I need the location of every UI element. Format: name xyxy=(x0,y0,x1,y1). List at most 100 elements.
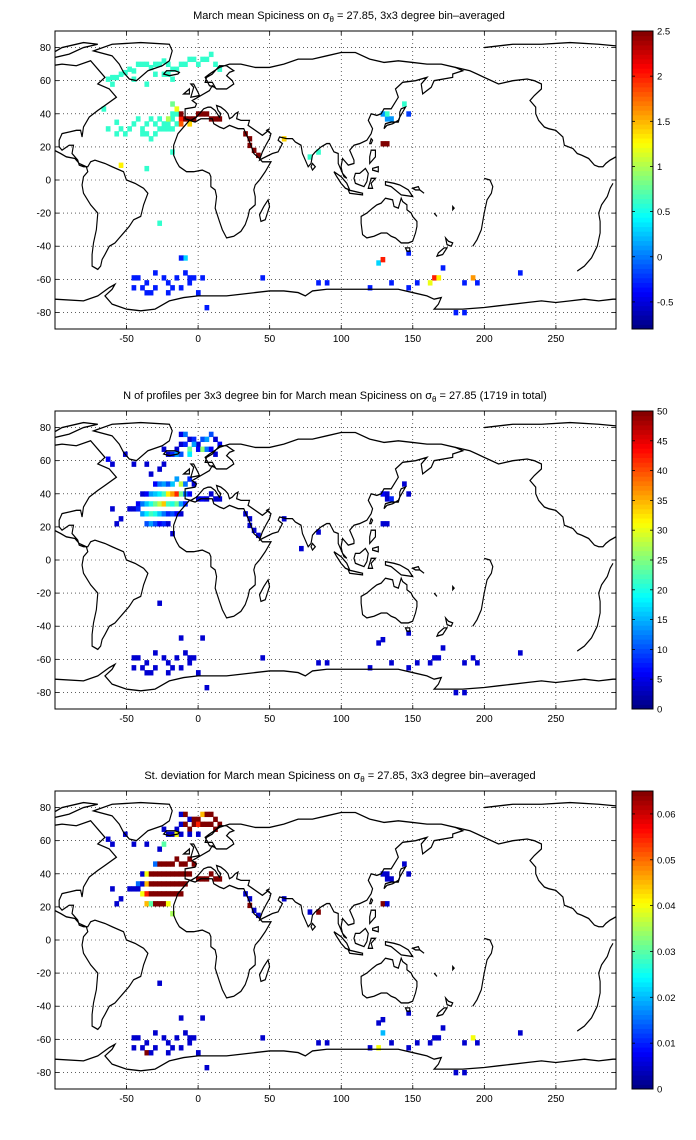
y-tick-label: -20 xyxy=(37,589,52,600)
bin-cell xyxy=(462,1069,467,1076)
colorbar-step xyxy=(632,685,653,691)
bin-cell xyxy=(144,280,150,286)
bin-cell xyxy=(153,901,158,907)
bin-cell xyxy=(170,451,175,457)
colorbar-step xyxy=(632,207,653,214)
bin-cell xyxy=(517,270,523,276)
colorbar-step xyxy=(632,912,653,918)
colorbar-step xyxy=(632,100,653,106)
bin-cell xyxy=(200,446,205,452)
colorbar-tick-label: 20 xyxy=(657,585,668,596)
x-tick-label: 50 xyxy=(264,334,276,345)
colorbar-step xyxy=(632,82,653,88)
colorbar-step xyxy=(632,152,653,158)
bin-cell xyxy=(157,220,163,226)
colorbar-step xyxy=(632,448,653,454)
colorbar-step xyxy=(632,851,653,857)
bin-cell xyxy=(165,116,171,122)
bin-cell xyxy=(157,511,163,517)
bin-cell xyxy=(200,821,205,827)
colorbar-step xyxy=(632,888,653,894)
colorbar-tick-label: 25 xyxy=(657,556,668,567)
y-tick-label: 40 xyxy=(40,109,52,120)
title-profile-count-main: N of profiles per 3x3 degree bin for Mar… xyxy=(123,390,432,402)
bin-cell xyxy=(178,451,184,457)
colorbar-tick-label: -0.5 xyxy=(657,297,673,308)
colorbar-tick-label: 0.5 xyxy=(657,207,670,218)
y-tick-label: 80 xyxy=(40,43,52,54)
bin-cell xyxy=(256,152,261,159)
colorbar-step xyxy=(632,231,653,237)
bin-cell xyxy=(131,76,137,82)
bin-cell xyxy=(178,1045,184,1051)
bin-cell xyxy=(376,1020,381,1026)
bin-cell xyxy=(384,116,390,122)
bin-cell xyxy=(174,111,180,117)
colorbar-step xyxy=(632,429,653,435)
bin-cell xyxy=(140,871,145,877)
colorbar-tick-label: 0.02 xyxy=(657,993,676,1004)
bin-cell xyxy=(260,275,266,281)
x-tick-label: 200 xyxy=(476,334,493,345)
colorbar-frame-spiciness xyxy=(631,30,654,330)
colorbar-step xyxy=(632,1000,653,1006)
bin-cell xyxy=(195,670,201,676)
bin-cell xyxy=(170,491,175,497)
colorbar-step xyxy=(632,958,653,964)
bin-cell xyxy=(140,126,145,132)
bin-cell xyxy=(157,521,163,527)
bin-cell xyxy=(170,501,175,507)
x-ticks-spiciness: -50 0 50 100 150 200 250 xyxy=(119,31,565,345)
bin-cell xyxy=(170,511,175,517)
bin-cell xyxy=(135,881,141,887)
colorbar-step xyxy=(632,268,653,274)
colorbar-tick-label: 1.5 xyxy=(657,117,670,128)
colorbar-step xyxy=(632,72,653,79)
bin-cell xyxy=(157,116,163,122)
bin-cell xyxy=(110,461,115,467)
colorbar-step xyxy=(632,166,653,172)
bin-cell xyxy=(157,871,163,877)
colorbar-step xyxy=(632,573,653,580)
bin-cell xyxy=(217,821,223,827)
bin-cell xyxy=(165,1050,171,1056)
bin-cell xyxy=(389,1040,394,1046)
x-tick-label: 100 xyxy=(333,1094,350,1105)
colorbar-step xyxy=(632,124,653,130)
colorbar-step xyxy=(632,583,653,589)
colorbar-step xyxy=(632,699,653,705)
colorbar-step xyxy=(632,828,653,834)
bin-cell xyxy=(127,126,132,132)
colorbar-step xyxy=(632,818,653,825)
bin-cell xyxy=(256,532,261,539)
colorbar-step xyxy=(632,58,653,65)
bin-cell xyxy=(144,121,150,127)
bin-cell xyxy=(402,481,407,487)
colorbar-step xyxy=(632,842,653,848)
bin-cell xyxy=(195,821,201,827)
colorbar-step xyxy=(632,452,653,459)
bin-cell xyxy=(178,255,184,261)
y-tick-label: -60 xyxy=(37,655,52,666)
bin-cell xyxy=(135,501,141,507)
colorbar-step xyxy=(632,476,653,482)
bin-cell xyxy=(165,901,171,907)
bin-cell xyxy=(178,881,184,887)
colorbar-step xyxy=(632,804,653,811)
bin-cell xyxy=(195,111,201,117)
title-spiciness-rest: = 27.85, 3x3 degree bin–averaged xyxy=(334,10,505,22)
colorbar-step xyxy=(632,981,653,988)
colorbar-step xyxy=(632,690,653,696)
colorbar-step xyxy=(632,921,653,927)
bin-cell xyxy=(174,1035,180,1041)
colorbar-step xyxy=(632,40,653,46)
colorbar-step xyxy=(632,1084,653,1090)
colorbar-frame-std-deviation xyxy=(631,790,654,1090)
bin-cell xyxy=(204,811,210,818)
colorbar-tick-label: 0.05 xyxy=(657,855,676,866)
bin-cell xyxy=(114,901,120,907)
bin-cell xyxy=(157,61,163,67)
bin-cell xyxy=(380,141,386,147)
bin-cell xyxy=(178,431,184,438)
bin-cell xyxy=(140,285,145,291)
